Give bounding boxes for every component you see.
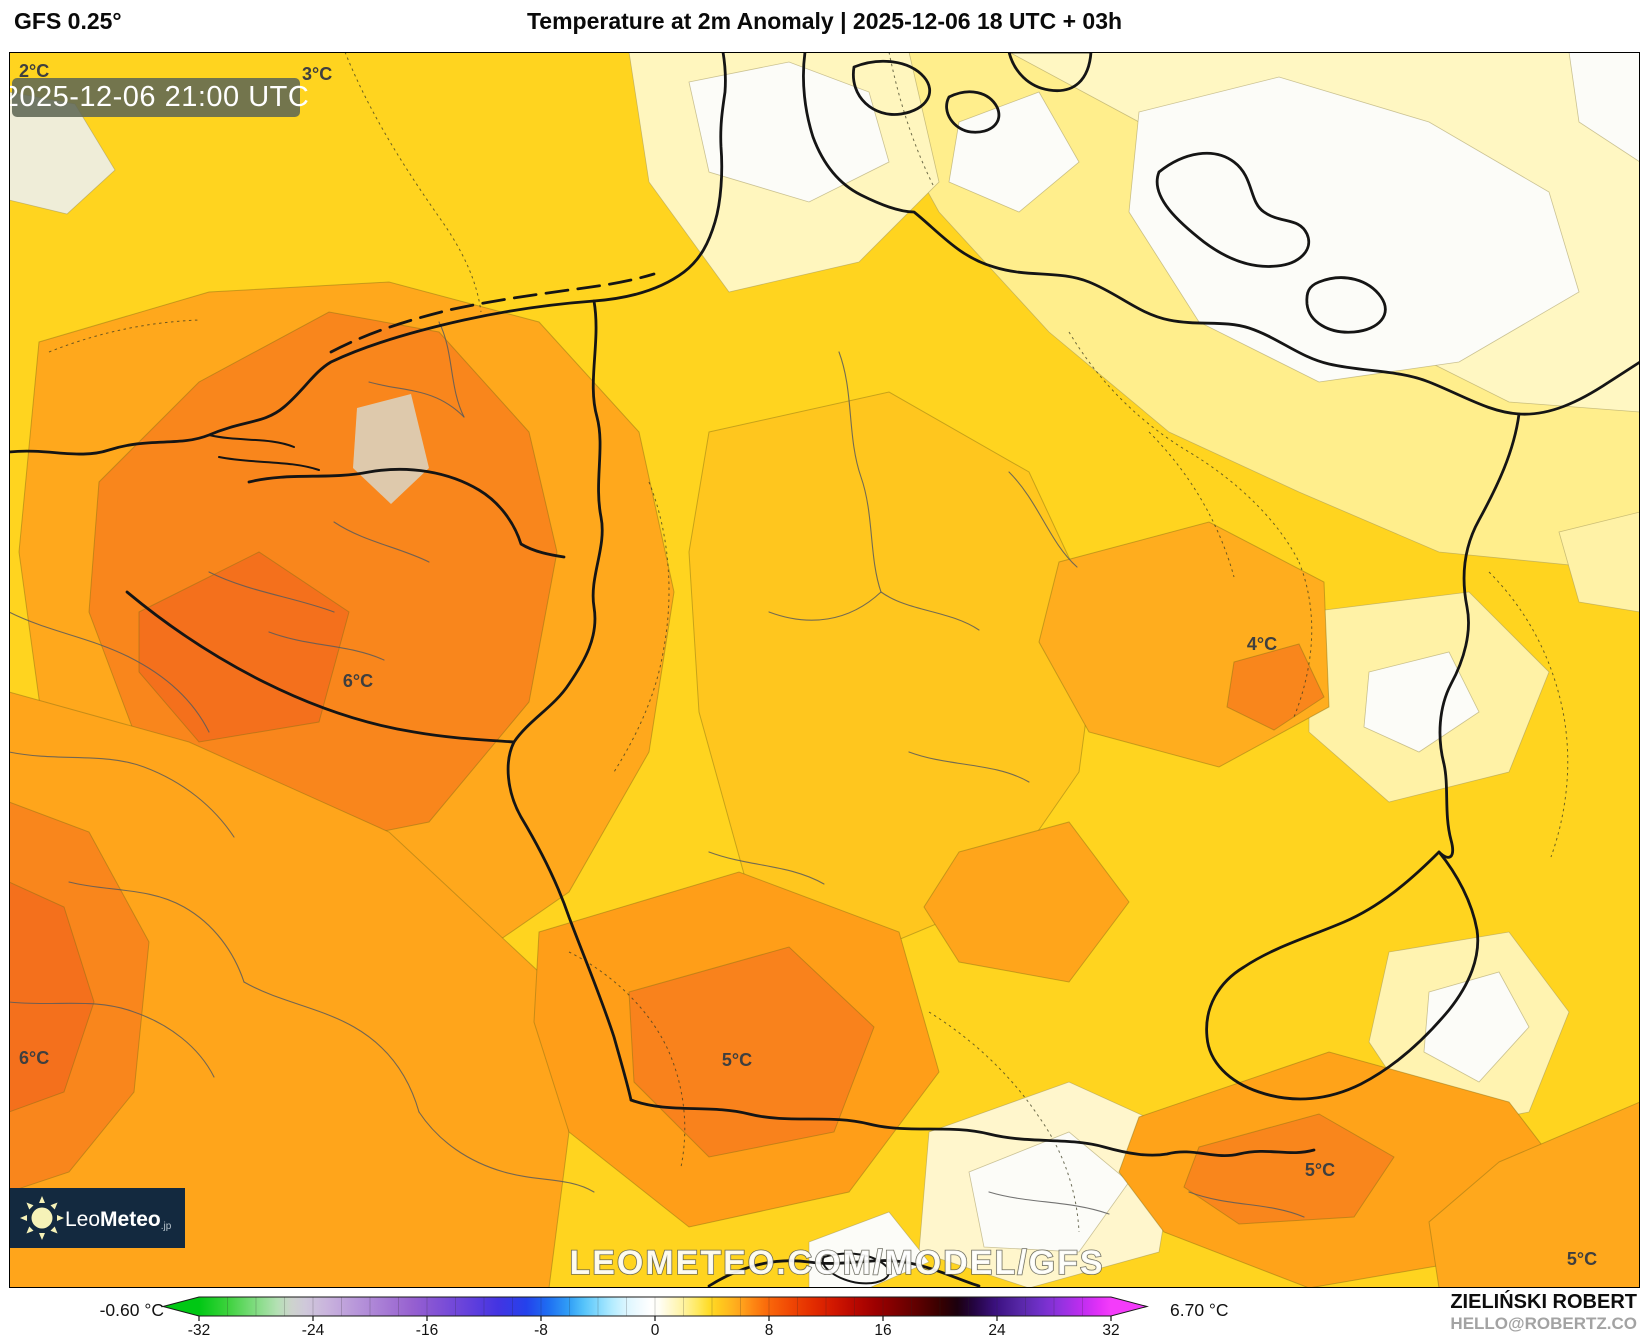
country-borders (9, 52, 1640, 1288)
timestamp-badge: 2025-12-06 21:00 UTC (9, 78, 309, 117)
danish-island-3 (1007, 52, 1093, 93)
nl-de-border (506, 299, 633, 1102)
colorbar-tick-label: 24 (988, 1322, 1006, 1338)
page-title: Temperature at 2m Anomaly | 2025-12-06 1… (526, 8, 1123, 34)
colorbar-tick-label: -8 (534, 1322, 548, 1338)
temp-labels: 2°C 3°C 4°C 6°C 6°C 5°C 5°C 5°C (19, 61, 1597, 1269)
logo-text-tld: .jp (161, 1221, 172, 1232)
colorbar-tick-label: 16 (874, 1322, 891, 1338)
colorbar-max-label: 6.70 °C (1170, 1300, 1229, 1320)
colorbar-tick-label: -24 (302, 1322, 325, 1338)
danish-island-1 (851, 59, 931, 116)
lake-constance (821, 1252, 890, 1285)
colorbar-tick-label: 0 (651, 1322, 660, 1338)
north-sea-coastline (9, 52, 727, 456)
colorbar-min-label: -0.60 °C (99, 1300, 164, 1320)
czech-border (1205, 850, 1480, 1101)
pl-de-border (1437, 412, 1521, 859)
map-temp-label: 3°C (302, 64, 332, 84)
map-canvas: 2°C 3°C 4°C 6°C 6°C 5°C 5°C 5°C 2025-12-06 21:0… (9, 52, 1640, 1288)
anomaly-field (9, 52, 1640, 1288)
map-temp-label: 6°C (19, 1048, 49, 1068)
svg-text:LeoMeteo.jp: LeoMeteo.jp (65, 1208, 172, 1232)
watermark-text: LEOMETEO.COM/MODEL/GFS (569, 1244, 1104, 1282)
map-temp-label: 5°C (1567, 1249, 1597, 1269)
colorbar: -32 -24 -16 -8 0 8 16 24 32 (161, 1296, 1149, 1338)
map-temp-label: 5°C (722, 1050, 752, 1070)
regional-borders (9, 321, 1305, 1218)
nl-be-border (247, 467, 566, 559)
colorbar-tick-label: 8 (765, 1322, 774, 1338)
lake-area (353, 394, 429, 504)
alpine-borders (707, 1259, 981, 1288)
credits: ZIELIŃSKI ROBERT HELLO@ROBERTZ.CO (1450, 1291, 1637, 1334)
jutland-east-coast (802, 52, 1640, 416)
colorbar-tick-label: -32 (188, 1322, 210, 1338)
baltic-island-usedom (1305, 276, 1387, 334)
logo-text-leo: Leo (65, 1208, 100, 1231)
anomaly-contours (48, 52, 1569, 1233)
logo-text-meteo: Meteo (100, 1208, 161, 1231)
timestamp-text: 2025-12-06 21:00 UTC (9, 81, 309, 113)
colorbar-dividers (227, 1297, 1083, 1316)
baltic-island-ruegen (1155, 151, 1311, 268)
be-fr-border (125, 590, 516, 744)
model-label: GFS 0.25° (14, 8, 122, 34)
credit-author: ZIELIŃSKI ROBERT (1450, 1291, 1637, 1313)
map-temp-label: 6°C (343, 671, 373, 691)
credit-email: HELLO@ROBERTZ.CO (1450, 1314, 1637, 1333)
map-temp-label: 4°C (1247, 634, 1277, 654)
colorbar-tick-label: 32 (1102, 1322, 1119, 1338)
leometeo-logo: LeoMeteo.jp (10, 1188, 185, 1248)
map-frame (9, 52, 1640, 1288)
map-temp-label: 2°C (19, 61, 49, 81)
sun-icon (20, 1196, 64, 1240)
colorbar-ticks: -32 -24 -16 -8 0 8 16 24 32 (188, 1316, 1120, 1338)
scheldt-estuary (208, 434, 320, 471)
wadden-islands (329, 272, 656, 354)
map-temp-label: 5°C (1305, 1160, 1335, 1180)
danish-island-2 (945, 90, 1001, 134)
de-south-border (629, 1098, 1316, 1158)
colorbar-tick-label: -16 (416, 1322, 438, 1338)
